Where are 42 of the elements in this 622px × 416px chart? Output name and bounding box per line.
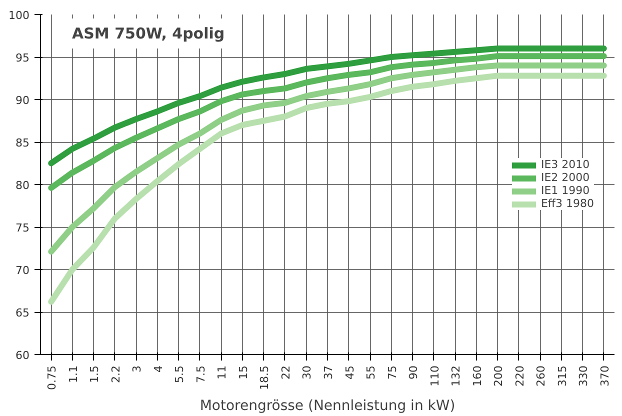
x-tick-label: 370 <box>598 365 612 386</box>
x-tick-label: 37 <box>322 365 335 380</box>
x-tick-label: 18.5 <box>258 365 272 390</box>
x-tick-label: 90 <box>407 365 420 380</box>
x-tick-label: 11 <box>216 365 229 380</box>
legend-label: Eff3 1980 <box>540 197 594 210</box>
y-tick-label: 85 <box>16 136 30 150</box>
x-tick-label: 2.2 <box>109 365 122 383</box>
x-tick-label: 45 <box>343 365 356 380</box>
x-tick-label: 1.1 <box>66 365 80 383</box>
x-tick-label: 30 <box>300 365 314 380</box>
y-tick-label: 80 <box>16 179 30 192</box>
y-tick-label: 75 <box>16 222 30 234</box>
x-tick-label: 55 <box>364 365 378 380</box>
x-tick-label: 110 <box>428 365 442 386</box>
x-tick-label: 330 <box>577 365 590 386</box>
x-tick-label: 3 <box>130 366 144 372</box>
x-tick-label: 160 <box>470 365 484 386</box>
x-tick-label: 5.5 <box>173 365 186 383</box>
x-tick-label: 75 <box>386 365 399 380</box>
x-axis-title: Motorengrösse (Nennleistung in kW) <box>200 398 456 414</box>
x-tick-label: 22 <box>279 365 292 380</box>
legend-label: IE3 2010 <box>540 158 590 171</box>
y-tick-label: 65 <box>16 306 30 320</box>
x-tick-label: 15 <box>236 365 250 380</box>
x-tick-label: 200 <box>492 365 506 386</box>
x-tick-label: 7.5 <box>194 365 208 383</box>
legend-label: IE2 2000 <box>540 171 590 184</box>
y-tick-label: 70 <box>16 264 30 277</box>
y-tick-label: 90 <box>16 94 30 107</box>
x-tick-label: 0.75 <box>46 365 59 390</box>
x-tick-label: 220 <box>513 365 526 386</box>
y-tick-label: 100 <box>8 9 30 22</box>
y-tick-label: 60 <box>16 349 30 362</box>
y-tick-label: 95 <box>16 52 30 64</box>
x-tick-label: 1.5 <box>88 365 102 383</box>
legend-label: IE1 1990 <box>540 184 590 197</box>
x-tick-label: 132 <box>450 365 463 386</box>
x-tick-label: 315 <box>556 365 569 386</box>
x-tick-label: 260 <box>534 365 548 386</box>
annotation: ASM 750W, 4polig <box>72 24 225 42</box>
x-tick-label: 4 <box>152 366 165 372</box>
